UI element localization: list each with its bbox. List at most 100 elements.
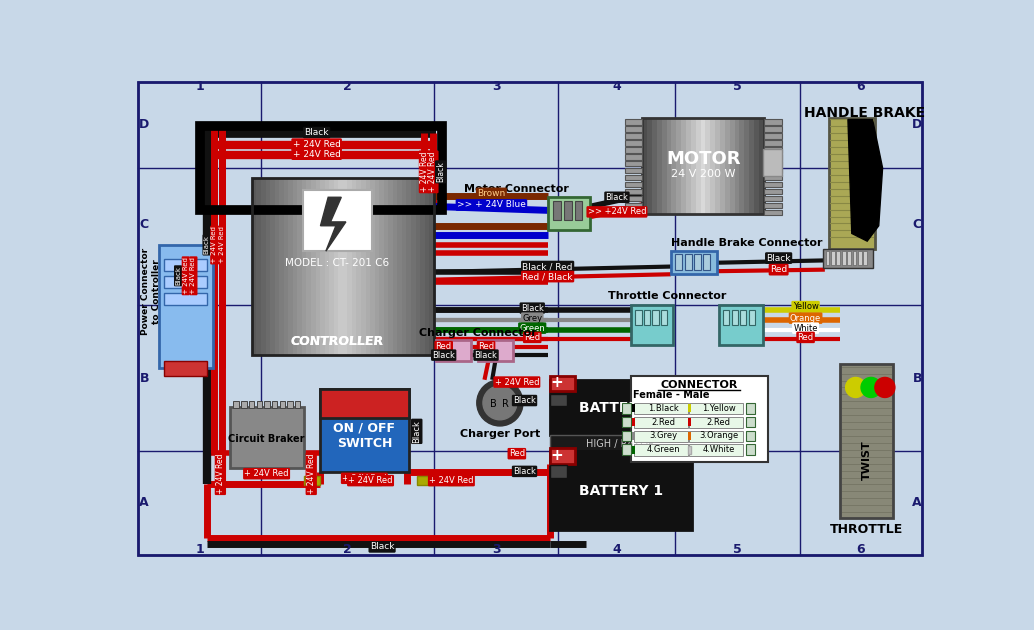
Bar	[764, 140, 782, 146]
Bar	[625, 120, 642, 125]
Bar	[764, 189, 782, 194]
Bar	[652, 118, 657, 214]
Bar	[625, 168, 642, 173]
Bar	[764, 210, 782, 215]
Bar	[366, 178, 370, 355]
Circle shape	[846, 377, 865, 398]
Text: R: R	[501, 399, 509, 410]
Bar	[764, 127, 782, 132]
Bar	[688, 404, 691, 412]
Bar	[338, 178, 343, 355]
Bar	[828, 118, 875, 249]
Text: Charger Connector: Charger Connector	[420, 328, 538, 338]
Text: + 24V Red: + 24V Red	[293, 150, 340, 159]
Bar	[763, 149, 783, 176]
Bar	[671, 251, 717, 274]
Bar	[634, 430, 688, 442]
Bar	[241, 401, 246, 408]
Bar	[764, 147, 782, 152]
Bar	[370, 178, 374, 355]
Text: + 24V Red: + 24V Red	[244, 469, 288, 478]
Bar	[764, 203, 782, 208]
Bar	[625, 127, 642, 132]
Text: + 24V Red: + 24V Red	[190, 258, 196, 294]
Bar	[621, 403, 631, 414]
Bar	[691, 118, 696, 214]
Bar	[633, 432, 636, 440]
Bar	[329, 178, 334, 355]
Bar	[293, 178, 298, 355]
Bar	[688, 432, 691, 440]
Bar	[764, 196, 782, 201]
Bar	[265, 401, 270, 408]
Text: 2: 2	[343, 544, 352, 556]
Bar	[823, 249, 874, 268]
Bar	[764, 182, 782, 187]
Bar	[625, 134, 642, 139]
Bar	[625, 189, 642, 194]
Text: Circuit Braker: Circuit Braker	[229, 434, 305, 444]
Bar	[625, 182, 642, 187]
Bar	[550, 380, 693, 435]
Bar	[690, 444, 743, 456]
Bar	[858, 251, 861, 265]
Bar	[825, 251, 829, 265]
Bar	[304, 476, 321, 485]
Text: + 24V Red: + 24V Red	[307, 454, 315, 494]
Text: + 24V Red: + 24V Red	[216, 454, 224, 494]
Text: TWIST: TWIST	[861, 441, 872, 481]
Bar	[306, 178, 311, 355]
Text: 2: 2	[343, 80, 352, 93]
Bar	[416, 178, 420, 355]
Bar	[764, 134, 782, 139]
Text: 4.Green: 4.Green	[646, 445, 680, 454]
Bar	[402, 178, 406, 355]
Text: Red: Red	[478, 342, 494, 351]
Text: >> + 24V Blue: >> + 24V Blue	[457, 200, 526, 209]
Bar	[379, 178, 384, 355]
Bar	[749, 310, 755, 325]
Bar	[234, 401, 239, 408]
Bar	[279, 178, 283, 355]
Bar	[625, 196, 642, 201]
Text: Motor Connector: Motor Connector	[464, 184, 570, 194]
Text: 1.Black: 1.Black	[647, 404, 678, 413]
Bar	[347, 178, 352, 355]
Bar	[764, 154, 782, 159]
Text: + 24V Red: + 24V Red	[428, 152, 437, 192]
Text: Brown: Brown	[478, 189, 506, 198]
Bar	[746, 444, 755, 455]
Bar	[690, 416, 743, 428]
Bar	[685, 255, 692, 270]
Text: + 24V Red: + 24V Red	[429, 476, 474, 485]
Bar	[764, 161, 782, 166]
Circle shape	[483, 386, 517, 420]
Text: + 24V Red: + 24V Red	[494, 377, 539, 387]
Bar	[681, 118, 687, 214]
Bar	[633, 418, 636, 426]
Text: 6: 6	[857, 80, 865, 93]
Text: D: D	[912, 118, 922, 132]
Bar	[231, 407, 304, 468]
Bar	[625, 140, 642, 146]
Text: Black: Black	[606, 193, 629, 202]
Bar	[410, 178, 416, 355]
Text: 3: 3	[492, 80, 500, 93]
Bar	[625, 203, 642, 208]
Bar	[720, 118, 725, 214]
Text: Green: Green	[519, 324, 545, 333]
Bar	[842, 251, 846, 265]
Text: Black: Black	[204, 236, 210, 255]
Bar	[621, 416, 631, 428]
Text: Yellow: Yellow	[793, 302, 819, 311]
Bar	[266, 178, 270, 355]
Bar	[690, 403, 743, 415]
Bar	[420, 178, 425, 355]
Circle shape	[477, 380, 523, 426]
Bar	[397, 178, 402, 355]
Bar	[417, 476, 433, 485]
Bar	[249, 401, 254, 408]
Bar	[159, 245, 213, 368]
Text: 6: 6	[857, 544, 865, 556]
Bar	[723, 310, 729, 325]
